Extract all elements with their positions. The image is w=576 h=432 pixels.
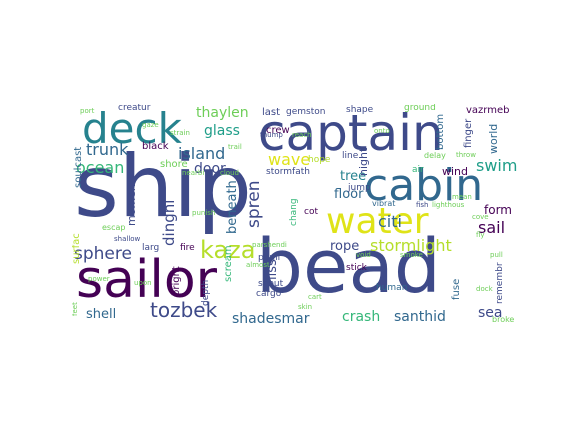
word-skin: skin [298,304,312,311]
word-port: port [80,108,94,115]
word-line: line [342,152,358,161]
word-fire: fire [180,244,195,253]
word-dock: dock [476,286,493,293]
word-night: night [358,148,369,176]
word-reach: reach [292,132,312,139]
word-cart: cart [308,294,322,301]
word-soulcast: soulcast [74,147,84,188]
word-trunk: trunk [86,142,128,158]
word-human: human [376,284,407,293]
word-parshendi: parshendi [252,242,287,249]
word-mean: mean [452,194,472,201]
word-pull: pull [490,252,503,259]
word-thump: thump [260,132,283,139]
word-shout: shout [258,280,283,289]
word-void: void [356,252,371,259]
word-beneath: beneath [226,180,239,234]
word-cloud: cloud [220,170,239,177]
word-cot: cot [304,208,318,217]
word-upon: upon [134,280,152,287]
word-onto: onto [374,128,390,135]
word-cloud: ship bead sailor captain deck cabin wate… [72,104,518,328]
word-bottom: bottom [436,114,446,150]
word-trail: trail [228,144,242,151]
word-air: air [412,166,424,175]
word-depth: depth [202,280,211,306]
word-fuse: fuse [452,279,462,300]
word-moment: moment [126,180,137,226]
word-citi: citi [378,214,402,230]
word-shallow: shallow [114,236,140,243]
word-rope: rope [330,240,359,253]
word-ground: ground [404,104,436,113]
word-throw: throw [456,152,476,159]
word-feet: feet [72,302,79,316]
word-fly: fly [476,232,485,239]
word-cove: cove [472,214,489,221]
word-dinghi: dinghi [162,200,177,246]
word-creatur: creatur [118,104,150,113]
word-crash: crash [342,310,380,324]
word-bright: bright [172,266,182,296]
word-wind: wind [442,166,468,177]
word-last: last [262,108,280,118]
word-shadesmar: shadesmar [232,312,310,326]
word-world: world [488,124,499,154]
word-stick: stick [346,264,367,273]
word-thaylen: thaylen [196,106,249,120]
word-swim: swim [476,158,517,174]
word-gemston: gemston [286,108,325,117]
word-liss: liss [266,259,279,280]
word-chang: chang [290,198,299,226]
word-vazrmeb: vazrmeb [466,106,509,116]
word-surfac: surfac [72,233,82,264]
word-glass: glass [204,124,240,138]
word-spren: spren [246,181,263,229]
word-delay: delay [424,152,446,160]
word-scream: scream [224,245,234,282]
word-larg: larg [142,244,159,253]
word-strain: strain [170,130,190,137]
word-gaze: gaze [142,122,159,129]
word-shell: shell [86,308,116,321]
word-wave: wave [268,152,310,168]
word-lighthous: lighthous [432,202,464,209]
word-santhid: santhid [394,310,446,324]
word-sphere: sphere [74,246,132,263]
word-shape: shape [346,106,373,115]
word-fish: fish [416,202,429,209]
word-broke: broke [492,316,514,324]
word-hope: hope [308,156,330,165]
word-stormfath: stormfath [266,168,310,177]
word-jump: jump [348,184,371,193]
word-power: power [88,276,110,283]
word-smoke: smoke [400,252,423,259]
word-vibrat: vibrat [372,200,395,208]
word-finger: finger [464,119,474,148]
word-remembr: remembr [496,262,505,304]
word-punish: punish [192,210,215,217]
word-cargo: cargo [256,290,281,299]
word-escap: escap [102,224,125,232]
word-nearbi: nearbi [182,170,204,177]
word-black: black [142,142,169,152]
